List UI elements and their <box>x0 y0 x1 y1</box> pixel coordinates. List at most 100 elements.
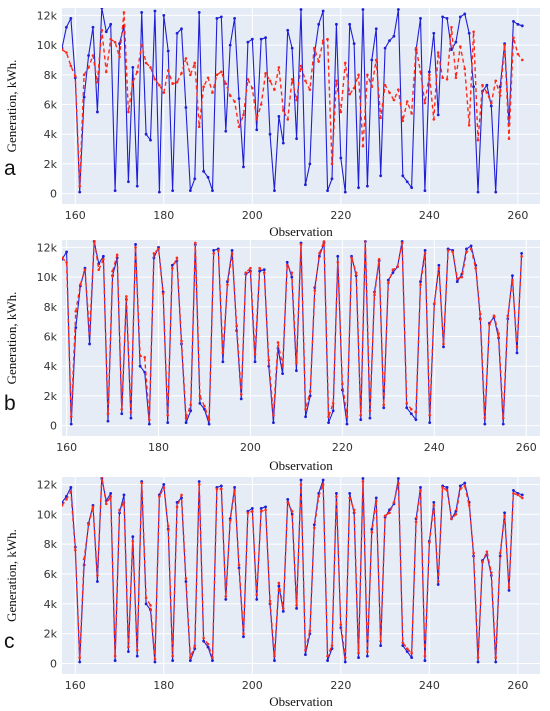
actual-point <box>336 254 340 258</box>
actual-point <box>233 16 237 20</box>
predicted-point <box>135 648 139 652</box>
predicted-point <box>97 268 101 271</box>
predicted-point <box>264 72 267 75</box>
predicted-point <box>206 642 210 646</box>
actual-point <box>162 483 166 486</box>
predicted-point <box>88 332 91 335</box>
predicted-point <box>131 539 135 543</box>
predicted-point <box>189 403 192 407</box>
predicted-point <box>478 312 482 316</box>
actual-point <box>131 535 135 539</box>
actual-point <box>202 169 206 173</box>
actual-point <box>454 40 458 44</box>
predicted-point <box>343 61 347 65</box>
predicted-point <box>494 79 498 83</box>
panel-letter: c <box>4 630 15 653</box>
predicted-point <box>290 271 294 274</box>
actual-point <box>166 49 170 53</box>
actual-point <box>483 422 487 426</box>
predicted-point <box>162 486 166 489</box>
predicted-point <box>118 55 121 59</box>
predicted-point <box>180 72 183 75</box>
predicted-point <box>74 309 78 313</box>
predicted-point <box>290 510 294 513</box>
actual-point <box>65 250 68 254</box>
actual-point <box>335 22 338 26</box>
actual-point <box>437 263 441 267</box>
predicted-point <box>140 43 143 47</box>
actual-point <box>359 418 363 422</box>
predicted-point <box>304 407 307 411</box>
predicted-point <box>180 493 183 497</box>
y-tick-label: 8k <box>44 69 58 82</box>
y-tick-label: 0 <box>50 658 57 671</box>
y-tick-label: 8k <box>44 538 58 551</box>
predicted-point <box>239 393 243 396</box>
actual-point <box>352 42 356 46</box>
predicted-point <box>251 510 254 513</box>
actual-point <box>489 104 493 108</box>
actual-point <box>503 511 506 515</box>
predicted-point <box>364 237 367 240</box>
y-tick-label: 2k <box>44 390 58 403</box>
actual-point <box>273 659 276 662</box>
predicted-point <box>503 514 506 518</box>
predicted-point <box>91 505 95 509</box>
actual-point <box>253 360 257 364</box>
predicted-point <box>251 86 254 90</box>
actual-point <box>419 16 422 20</box>
predicted-point <box>91 54 95 57</box>
predicted-point <box>312 46 316 50</box>
actual-point <box>485 83 489 87</box>
predicted-point <box>267 358 271 362</box>
actual-point <box>299 8 303 11</box>
predicted-point <box>331 402 335 405</box>
actual-point <box>281 609 285 613</box>
panel-c: 0 2k 4k 6k 8k 10k 12k 160 180 200 220 240 260 Observa… <box>4 477 540 709</box>
predicted-point <box>246 511 250 515</box>
predicted-point <box>313 289 317 292</box>
y-tick-label: 12k <box>37 478 58 491</box>
actual-point <box>312 523 316 527</box>
actual-point <box>335 492 338 495</box>
predicted-point <box>202 85 205 88</box>
predicted-point <box>432 302 436 306</box>
predicted-point <box>62 256 64 260</box>
predicted-point <box>450 517 453 521</box>
predicted-point <box>129 410 133 414</box>
predicted-point <box>175 505 179 509</box>
actual-point <box>392 34 396 38</box>
y-tick-label: 10k <box>37 508 58 521</box>
x-tick-label: 220 <box>330 209 351 222</box>
predicted-point <box>350 256 353 260</box>
predicted-point <box>69 64 73 68</box>
actual-point <box>382 406 386 410</box>
predicted-point <box>467 124 471 127</box>
actual-point <box>405 406 409 410</box>
predicted-point <box>149 604 152 607</box>
predicted-point <box>330 162 334 166</box>
actual-point <box>330 177 334 181</box>
predicted-point <box>467 504 471 507</box>
predicted-point <box>299 243 303 246</box>
predicted-point <box>100 28 104 32</box>
predicted-point <box>92 240 96 242</box>
y-tick-label: 12k <box>37 241 58 254</box>
predicted-point <box>281 109 285 112</box>
actual-point <box>379 644 383 648</box>
y-tick-label: 6k <box>44 99 58 112</box>
actual-point <box>445 16 449 20</box>
actual-point <box>286 497 290 501</box>
actual-point <box>445 486 449 489</box>
predicted-point <box>197 483 201 486</box>
actual-point <box>184 106 188 109</box>
predicted-point <box>318 252 321 255</box>
predicted-point <box>397 88 400 91</box>
predicted-point <box>286 501 290 504</box>
actual-point <box>228 43 232 47</box>
predicted-point <box>352 508 356 512</box>
predicted-point <box>472 551 475 555</box>
x-axis-title: Observation <box>269 694 333 709</box>
predicted-point <box>220 487 223 491</box>
predicted-point <box>490 101 493 105</box>
